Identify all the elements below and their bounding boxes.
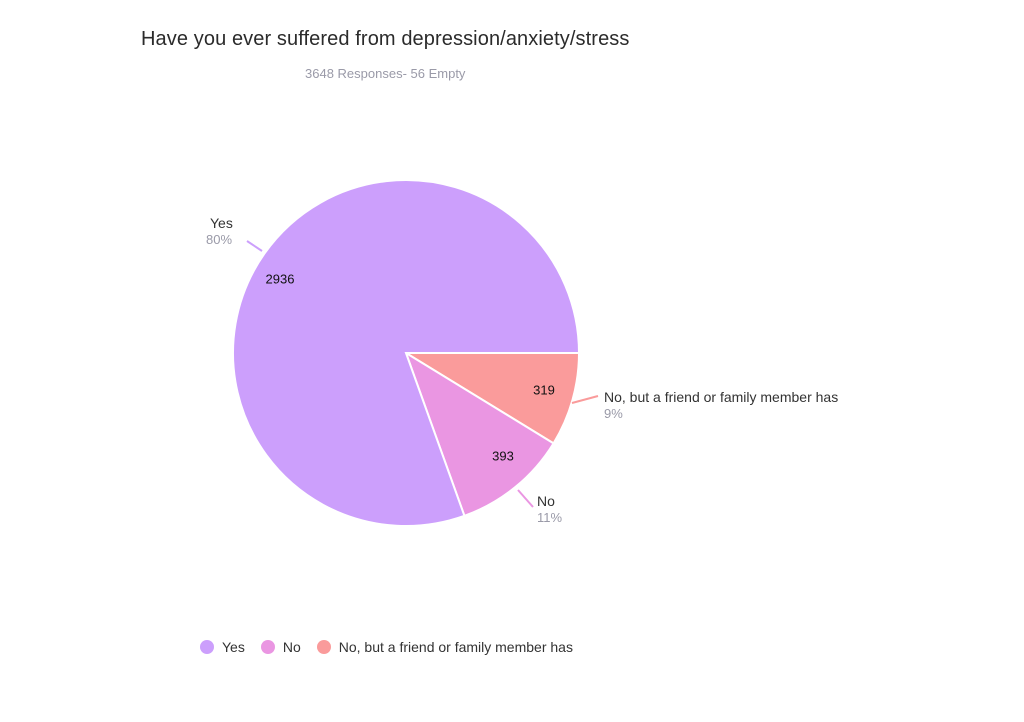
slice-yes[interactable] (232, 179, 581, 527)
legend-label-yes: Yes (222, 639, 245, 655)
chart-subtitle: 3648 Responses- 56 Empty (305, 66, 466, 81)
value-label-friend-family: 319 (533, 382, 555, 397)
percent-label-friend-family: 9% (604, 406, 623, 421)
legend-label-friend-family: No, but a friend or family member has (338, 639, 573, 655)
leader-line-yes (246, 240, 263, 252)
leader-line-friend-family (571, 395, 599, 404)
legend-swatch-friend-family (316, 640, 331, 654)
slice-friend-family[interactable] (402, 352, 581, 445)
chart-title: Have you ever suffered from depression/a… (141, 28, 630, 50)
percent-label-yes: 80% (206, 232, 232, 247)
percent-label-no: 11% (537, 510, 562, 525)
outside-label-yes: Yes (210, 215, 233, 231)
legend-item-yes[interactable]: Yes (200, 639, 245, 655)
value-label-yes: 2936 (266, 271, 295, 286)
outside-label-friend-family: No, but a friend or family member has (604, 389, 838, 405)
legend-label-no: No (282, 639, 301, 655)
legend-item-friend-family[interactable]: No, but a friend or family member has (316, 639, 573, 655)
value-label-no: 393 (492, 448, 514, 463)
legend-item-no[interactable]: No (260, 639, 301, 655)
leader-line-no (517, 489, 534, 508)
outside-label-no: No (537, 493, 555, 509)
legend: Yes No No, but a friend or family member… (200, 639, 589, 655)
legend-swatch-yes (200, 640, 214, 654)
slice-no[interactable] (404, 350, 555, 518)
legend-swatch-no (260, 640, 275, 654)
